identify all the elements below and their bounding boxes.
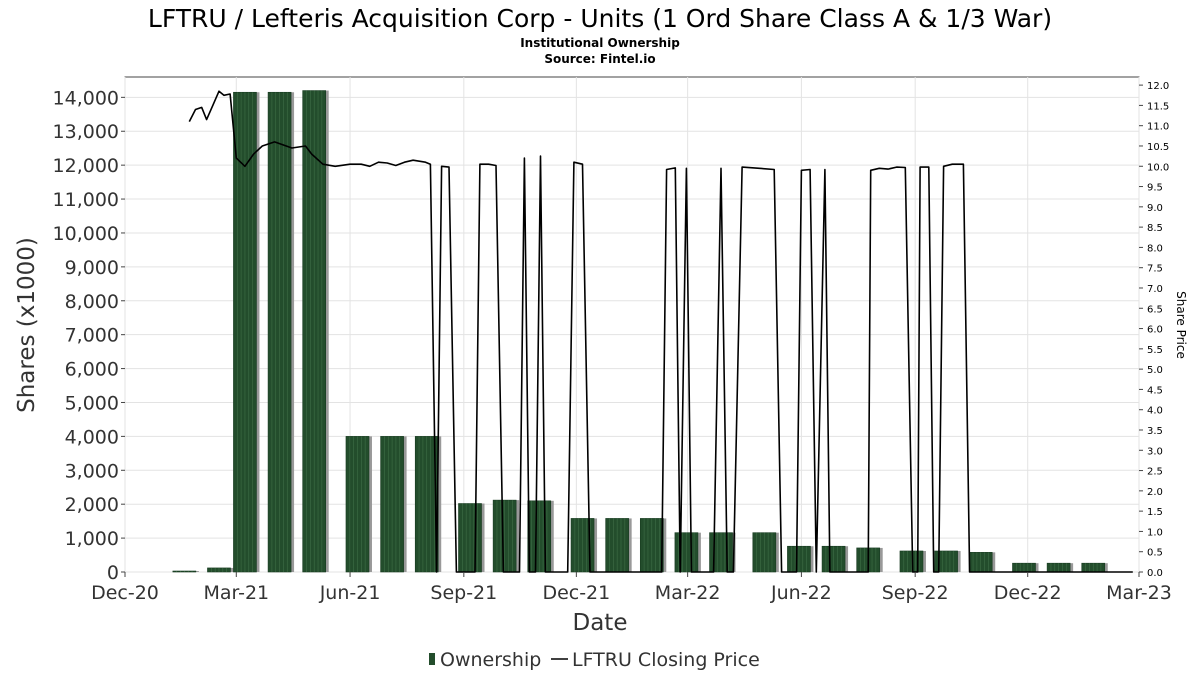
y-tick-label: 12,000: [53, 155, 119, 177]
legend-ownership-label: Ownership: [440, 649, 541, 671]
chart-title: LFTRU / Lefteris Acquisition Corp - Unit…: [148, 4, 1052, 33]
y2-tick-label: 5.0: [1147, 365, 1163, 376]
y2-axis-label: Share Price: [1174, 291, 1188, 359]
y-tick-label: 14,000: [53, 87, 119, 109]
y-tick-label: 13,000: [53, 121, 119, 143]
y2-tick-label: 0.5: [1147, 548, 1163, 559]
y-tick-label: 9,000: [65, 257, 119, 279]
x-tick-label: Sep-22: [882, 582, 949, 604]
x-tick-label: Dec-20: [91, 582, 159, 604]
y2-tick-label: 3.5: [1147, 426, 1163, 437]
x-axis-ticks: Dec-20 Mar-21 Jun-21 Sep-21 Dec-21 Mar-22 Jun-…: [91, 572, 1172, 604]
y2-tick-label: 2.0: [1147, 487, 1163, 498]
y2-tick-label: 11.5: [1147, 101, 1169, 112]
x-tick-label: Dec-22: [994, 582, 1062, 604]
y2-tick-label: 6.0: [1147, 325, 1163, 336]
y2-tick-label: 7.5: [1147, 264, 1163, 275]
y2-tick-label: 9.5: [1147, 183, 1163, 194]
x-tick-label: Mar-22: [655, 582, 721, 604]
y-tick-label: 10,000: [53, 223, 119, 245]
left-axis-ticks: 0 1,000 2,000 3,000 4,000 5,000 6,000 7,000 8,00…: [53, 87, 125, 584]
x-axis-label: Date: [573, 610, 628, 636]
y-axis-label: Shares (x1000): [14, 237, 40, 413]
y2-tick-label: 12.0: [1147, 81, 1169, 92]
x-tick-label: Dec-21: [542, 582, 610, 604]
y2-tick-label: 2.5: [1147, 467, 1163, 478]
y2-tick-label: 8.5: [1147, 223, 1163, 234]
x-tick-label: Mar-21: [203, 582, 269, 604]
x-tick-label: Jun-21: [319, 582, 381, 604]
chart-subtitle: Institutional Ownership: [520, 36, 680, 50]
chart-source: Source: Fintel.io: [544, 52, 655, 66]
y2-tick-label: 8.0: [1147, 243, 1163, 254]
y-tick-label: 5,000: [65, 392, 119, 414]
y2-tick-label: 11.0: [1147, 122, 1169, 133]
y2-tick-label: 5.5: [1147, 345, 1163, 356]
y2-tick-label: 0.0: [1147, 568, 1163, 579]
legend: Ownership LFTRU Closing Price: [429, 649, 760, 671]
x-tick-label: Mar-23: [1106, 582, 1172, 604]
y-tick-label: 0: [107, 562, 119, 584]
y2-tick-label: 6.5: [1147, 304, 1163, 315]
x-tick-label: Sep-21: [430, 582, 497, 604]
legend-price-label: LFTRU Closing Price: [572, 649, 760, 671]
y2-tick-label: 10.5: [1147, 142, 1169, 153]
x-tick-label: Jun-22: [770, 582, 832, 604]
y-tick-label: 7,000: [65, 325, 119, 347]
closing-price-line: [188, 90, 1133, 573]
y-tick-label: 2,000: [65, 494, 119, 516]
y2-tick-label: 4.5: [1147, 385, 1163, 396]
right-axis-ticks: 0.0 0.5 1.0 1.5 2.0 2.5 3.0 3.5 4.0 4.5 5.0 5.5 6.0 6…: [1139, 81, 1169, 579]
y2-tick-label: 4.0: [1147, 406, 1163, 417]
price-line: [188, 90, 1133, 573]
y-tick-label: 8,000: [65, 291, 119, 313]
y-tick-label: 6,000: [65, 359, 119, 381]
y-tick-label: 11,000: [53, 189, 119, 211]
y2-tick-label: 9.0: [1147, 203, 1163, 214]
y2-tick-label: 7.0: [1147, 284, 1163, 295]
y2-tick-label: 1.5: [1147, 507, 1163, 518]
y-tick-label: 1,000: [65, 528, 119, 550]
y-tick-label: 4,000: [65, 426, 119, 448]
y2-tick-label: 1.0: [1147, 527, 1163, 538]
y2-tick-label: 3.0: [1147, 446, 1163, 457]
y-tick-label: 3,000: [65, 460, 119, 482]
legend-bar-swatch: [429, 653, 435, 665]
y2-tick-label: 10.0: [1147, 162, 1169, 173]
